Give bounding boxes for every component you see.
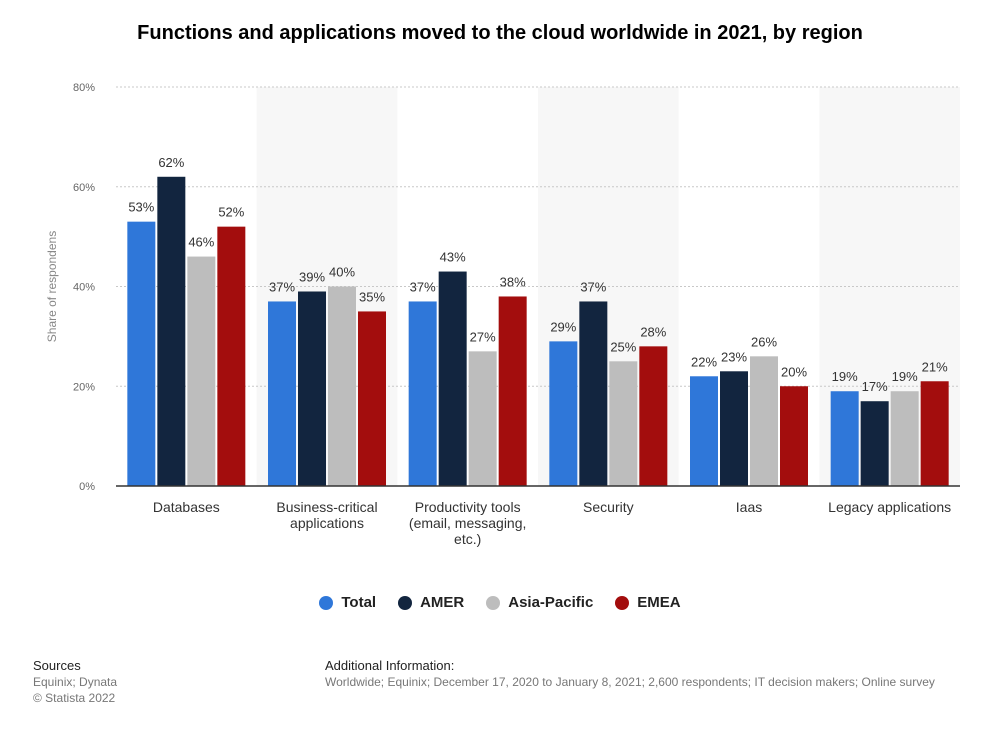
data-label: 37% xyxy=(269,279,295,294)
sources-heading: Sources xyxy=(33,658,81,673)
bar xyxy=(690,376,718,486)
data-label: 39% xyxy=(299,269,325,284)
data-label: 28% xyxy=(640,324,666,339)
data-label: 53% xyxy=(128,200,154,215)
x-tick-label: etc.) xyxy=(454,531,481,547)
data-label: 40% xyxy=(329,265,355,280)
bar xyxy=(187,256,216,486)
bar xyxy=(860,401,889,486)
legend-label: Total xyxy=(341,594,377,611)
x-tick-label: Business-critical xyxy=(276,499,377,515)
bar xyxy=(268,301,296,486)
legend-item[interactable]: Asia-Pacific xyxy=(486,594,593,611)
data-label: 52% xyxy=(218,205,244,220)
x-tick-label: Iaas xyxy=(736,499,762,515)
data-label: 25% xyxy=(610,339,636,354)
bar xyxy=(328,286,356,486)
chart-title: Functions and applications moved to the … xyxy=(137,22,863,44)
sources-line-2: © Statista 2022 xyxy=(33,691,116,705)
additional-info-heading: Additional Information: xyxy=(325,658,455,673)
bar xyxy=(127,221,156,486)
data-label: 43% xyxy=(440,250,466,265)
bar xyxy=(750,356,778,486)
data-label: 23% xyxy=(721,349,747,364)
sources-line-1: Equinix; Dynata xyxy=(33,675,118,689)
data-label: 35% xyxy=(359,289,385,304)
data-label: 38% xyxy=(500,274,526,289)
chart-legend: Total AMER Asia-Pacific EMEA xyxy=(0,594,1000,611)
y-tick-label: 20% xyxy=(73,381,95,393)
bar xyxy=(609,361,638,486)
x-tick-label: Security xyxy=(583,499,634,515)
data-label: 21% xyxy=(922,359,948,374)
legend-marker xyxy=(398,595,413,610)
x-tick-label: Productivity tools xyxy=(415,499,521,515)
data-label: 17% xyxy=(862,379,888,394)
x-tick-label: Databases xyxy=(153,499,220,515)
bar xyxy=(639,346,668,486)
bar xyxy=(549,341,578,486)
data-label: 46% xyxy=(188,235,214,250)
bar xyxy=(217,226,246,486)
bar xyxy=(408,301,437,486)
y-tick-label: 0% xyxy=(79,481,95,493)
legend-label: AMER xyxy=(420,594,465,611)
data-label: 37% xyxy=(410,279,436,294)
x-tick-label: applications xyxy=(290,515,364,531)
data-label: 29% xyxy=(550,319,576,334)
bar xyxy=(358,311,386,486)
data-label: 19% xyxy=(832,369,858,384)
data-label: 22% xyxy=(691,354,717,369)
additional-info-text: Worldwide; Equinix; December 17, 2020 to… xyxy=(325,675,935,689)
legend-item[interactable]: Total xyxy=(319,594,376,611)
legend-item[interactable]: AMER xyxy=(398,594,464,611)
bar xyxy=(830,391,859,486)
data-label: 19% xyxy=(892,369,918,384)
y-axis-label: Share of respondens xyxy=(45,231,59,342)
bar xyxy=(920,381,949,486)
bar xyxy=(157,176,186,486)
x-tick-label: (email, messaging, xyxy=(409,515,527,531)
data-label: 62% xyxy=(158,155,184,170)
legend-item[interactable]: EMEA xyxy=(615,594,681,611)
legend-marker xyxy=(615,595,630,610)
data-label: 20% xyxy=(781,364,807,379)
legend-label: Asia-Pacific xyxy=(508,594,594,611)
legend-label: EMEA xyxy=(637,594,681,611)
bar xyxy=(468,351,497,486)
sources-block: Sources Equinix; Dynata © Statista 2022 xyxy=(33,658,117,706)
bar xyxy=(498,296,527,486)
legend-marker xyxy=(486,595,501,610)
bar xyxy=(720,371,748,486)
bar xyxy=(438,271,467,486)
bar xyxy=(298,291,326,486)
bar xyxy=(780,386,808,486)
y-tick-label: 80% xyxy=(73,82,95,94)
bar xyxy=(890,391,919,486)
bar xyxy=(579,301,608,486)
data-label: 37% xyxy=(580,279,606,294)
y-tick-label: 40% xyxy=(73,282,95,294)
legend-marker xyxy=(319,595,334,610)
y-tick-label: 60% xyxy=(73,182,95,194)
data-label: 27% xyxy=(470,329,496,344)
x-tick-label: Legacy applications xyxy=(828,499,951,515)
data-label: 26% xyxy=(751,334,777,349)
additional-info-block: Additional Information: Worldwide; Equin… xyxy=(325,658,935,690)
